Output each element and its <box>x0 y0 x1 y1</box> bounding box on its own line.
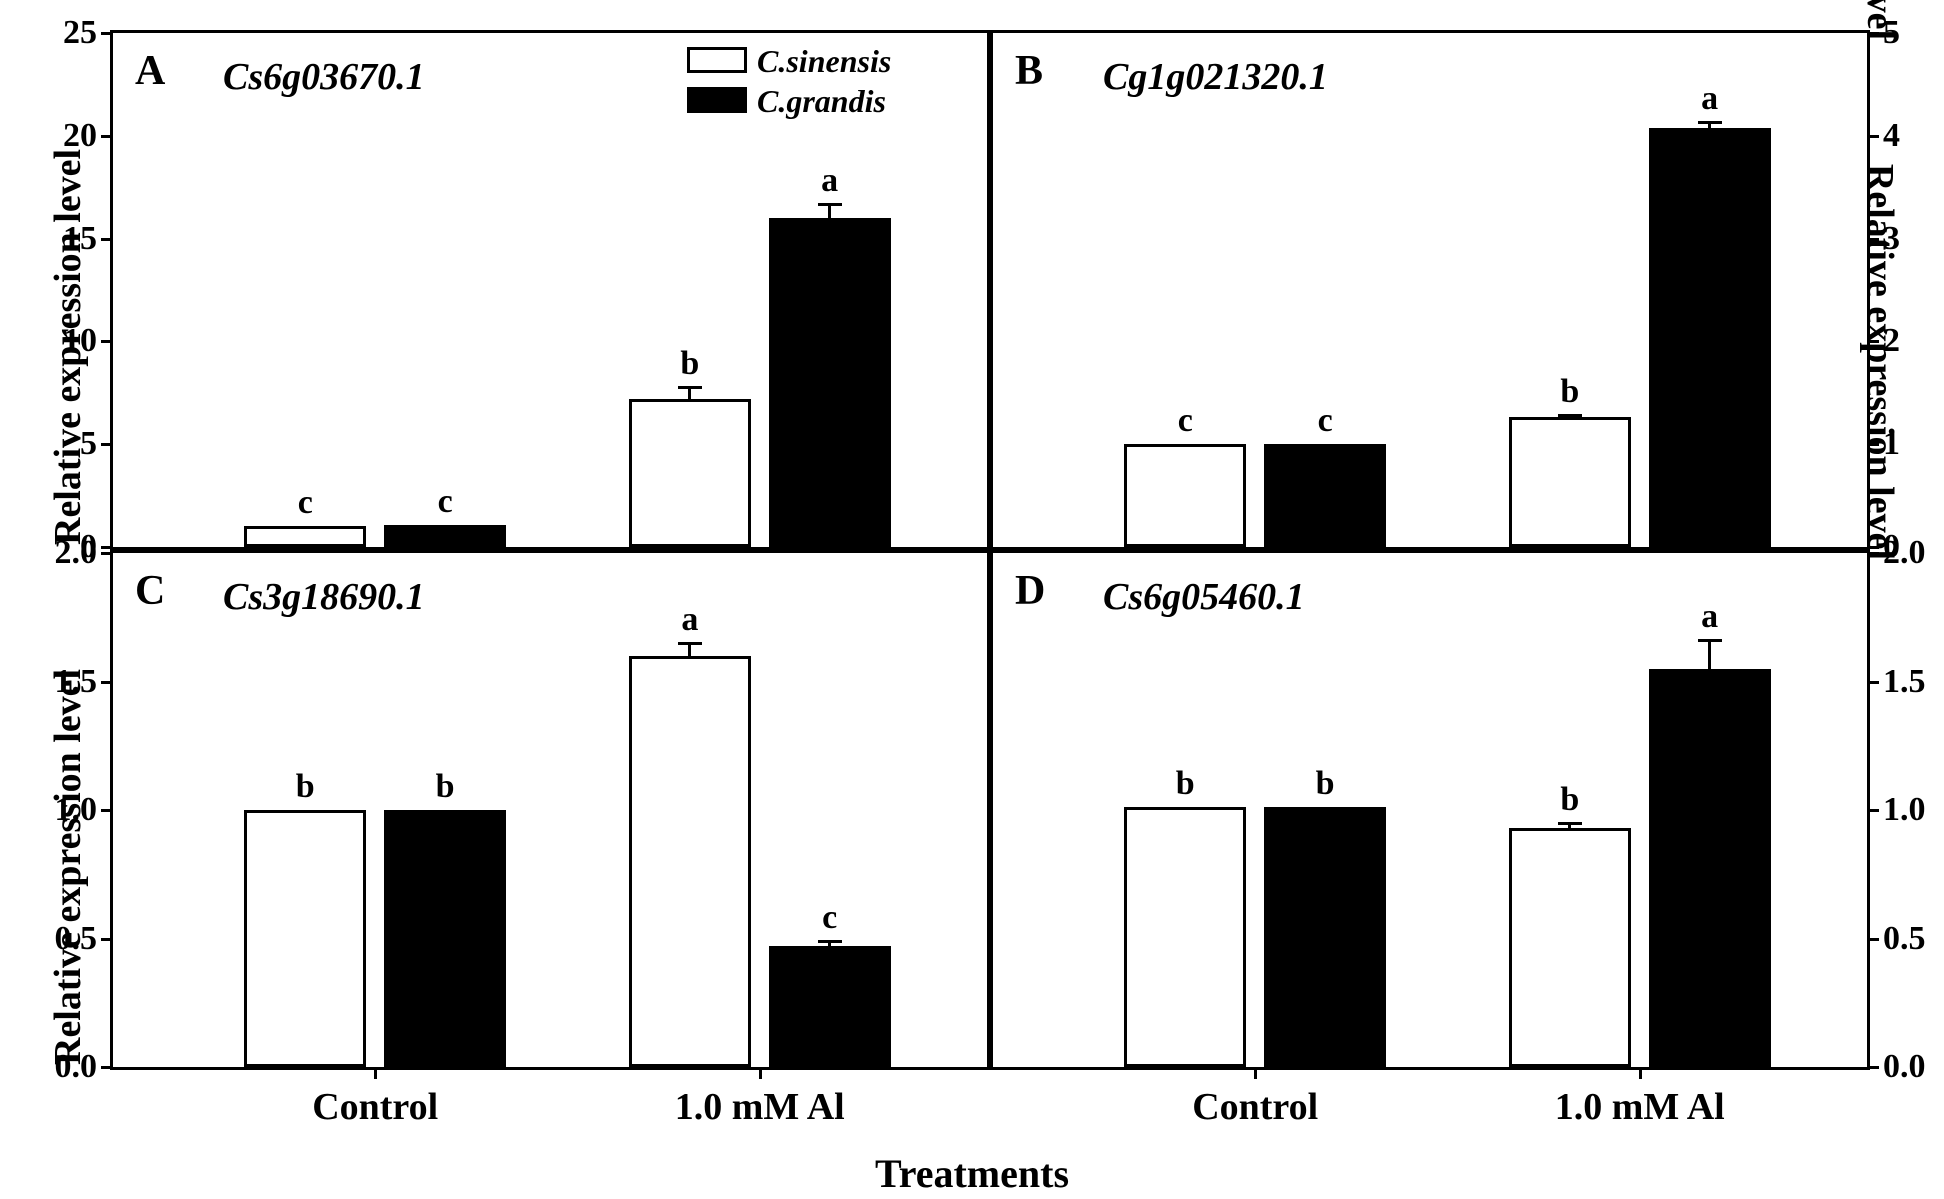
figure-root: 0510152025ccbaACs6g03670.1C.sinensisC.gr… <box>0 0 1944 1199</box>
y-tick <box>1867 809 1879 812</box>
bar <box>1509 828 1631 1067</box>
significance-label: b <box>296 768 315 806</box>
error-bar-cap <box>1698 639 1722 642</box>
significance-label: a <box>681 601 698 639</box>
y-tick <box>101 443 113 446</box>
x-tick <box>1639 1067 1642 1079</box>
legend-swatch <box>687 47 747 73</box>
gene-title: Cs6g05460.1 <box>1103 575 1305 619</box>
y-tick <box>101 809 113 812</box>
bar <box>244 526 366 547</box>
panel-letter: B <box>1015 47 1043 95</box>
panel-C: 0.00.51.01.52.0Control1.0 mM AlbbacCCs3g… <box>110 550 990 1070</box>
x-category-label: Control <box>312 1085 438 1129</box>
y-axis-title-left-bottom: Relative expression level <box>46 669 90 1065</box>
x-axis-title: Treatments <box>875 1150 1069 1197</box>
y-tick-label: 0.5 <box>1883 920 1926 958</box>
y-tick <box>101 938 113 941</box>
significance-label: a <box>821 162 838 200</box>
error-bar-cap <box>1558 414 1582 417</box>
y-tick <box>1867 135 1879 138</box>
significance-label: c <box>1318 402 1333 440</box>
bar <box>1649 669 1771 1067</box>
significance-label: c <box>298 484 313 522</box>
bar <box>1124 807 1246 1067</box>
x-category-label: Control <box>1192 1085 1318 1129</box>
y-tick <box>101 32 113 35</box>
significance-label: c <box>822 899 837 937</box>
bar <box>769 946 891 1067</box>
significance-label: b <box>436 768 455 806</box>
x-tick <box>1254 1067 1257 1079</box>
legend-label: C.grandis <box>757 83 886 120</box>
panel-B: 012345ccbaBCg1g021320.1 <box>990 30 1870 550</box>
bar <box>1264 444 1386 547</box>
y-tick-label: 0.0 <box>1883 1048 1926 1086</box>
y-axis-title-right-top: Relative expression level <box>1858 0 1902 40</box>
bar <box>1264 807 1386 1067</box>
y-axis-title-right-bottom: Relative expression level <box>1858 164 1902 560</box>
y-tick <box>101 1066 113 1069</box>
error-bar-cap <box>818 940 842 943</box>
panel-grid: 0510152025ccbaACs6g03670.1C.sinensisC.gr… <box>110 30 1870 1070</box>
x-category-label: 1.0 mM Al <box>1555 1085 1725 1129</box>
panel-letter: A <box>135 47 165 95</box>
y-tick <box>101 135 113 138</box>
significance-label: b <box>1560 373 1579 411</box>
bar <box>1124 444 1246 547</box>
x-tick <box>759 1067 762 1079</box>
y-tick <box>101 546 113 549</box>
bar <box>244 810 366 1067</box>
significance-label: a <box>1701 598 1718 636</box>
error-bar-stem <box>1708 640 1711 668</box>
significance-label: c <box>1178 402 1193 440</box>
error-bar-cap <box>1558 822 1582 825</box>
significance-label: b <box>680 345 699 383</box>
y-tick-label: 25 <box>63 14 97 52</box>
significance-label: c <box>438 483 453 521</box>
panel-D: 0.00.51.01.52.0Control1.0 mM AlbbbaDCs6g… <box>990 550 1870 1070</box>
y-tick <box>101 340 113 343</box>
error-bar-cap <box>1698 121 1722 124</box>
y-tick <box>101 238 113 241</box>
panel-letter: D <box>1015 567 1045 615</box>
y-tick-label: 1.0 <box>1883 791 1926 829</box>
panel-A: 0510152025ccbaACs6g03670.1C.sinensisC.gr… <box>110 30 990 550</box>
y-tick <box>1867 1066 1879 1069</box>
y-tick <box>1867 938 1879 941</box>
y-tick <box>1867 681 1879 684</box>
y-tick-label: 4 <box>1883 117 1900 155</box>
bar <box>1649 128 1771 547</box>
x-tick <box>374 1067 377 1079</box>
gene-title: Cg1g021320.1 <box>1103 55 1328 99</box>
y-axis-title-left-top: Relative expression level <box>46 149 90 545</box>
y-tick-label: 1.5 <box>1883 663 1926 701</box>
legend-swatch <box>687 87 747 113</box>
significance-label: b <box>1560 781 1579 819</box>
error-bar-stem <box>828 204 831 218</box>
legend-label: C.sinensis <box>757 43 891 80</box>
significance-label: a <box>1701 80 1718 118</box>
x-category-label: 1.0 mM Al <box>675 1085 845 1129</box>
bar <box>769 218 891 547</box>
gene-title: Cs6g03670.1 <box>223 55 425 99</box>
bar <box>629 399 751 547</box>
bar <box>1509 417 1631 547</box>
y-tick <box>101 681 113 684</box>
significance-label: b <box>1316 765 1335 803</box>
gene-title: Cs3g18690.1 <box>223 575 425 619</box>
error-bar-cap <box>818 203 842 206</box>
bar <box>384 525 506 547</box>
bar <box>384 810 506 1067</box>
panel-letter: C <box>135 567 165 615</box>
y-tick <box>101 552 113 555</box>
error-bar-cap <box>678 642 702 645</box>
bar <box>629 656 751 1067</box>
error-bar-cap <box>678 386 702 389</box>
significance-label: b <box>1176 765 1195 803</box>
